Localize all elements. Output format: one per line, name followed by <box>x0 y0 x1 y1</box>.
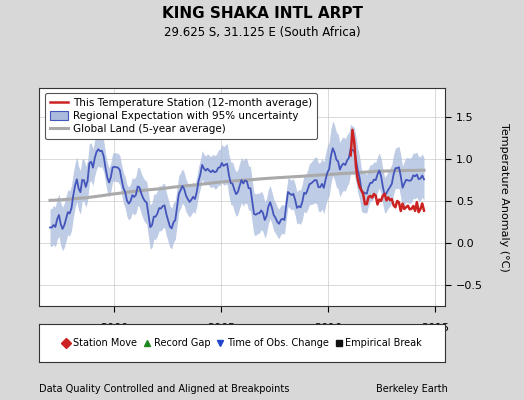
Text: 29.625 S, 31.125 E (South Africa): 29.625 S, 31.125 E (South Africa) <box>163 26 361 39</box>
Text: Data Quality Controlled and Aligned at Breakpoints: Data Quality Controlled and Aligned at B… <box>39 384 290 394</box>
Text: KING SHAKA INTL ARPT: KING SHAKA INTL ARPT <box>161 6 363 21</box>
Legend: Station Move, Record Gap, Time of Obs. Change, Empirical Break: Station Move, Record Gap, Time of Obs. C… <box>60 335 425 351</box>
Legend: This Temperature Station (12-month average), Regional Expectation with 95% uncer: This Temperature Station (12-month avera… <box>45 93 317 139</box>
Text: Berkeley Earth: Berkeley Earth <box>376 384 448 394</box>
Y-axis label: Temperature Anomaly (°C): Temperature Anomaly (°C) <box>499 123 509 271</box>
